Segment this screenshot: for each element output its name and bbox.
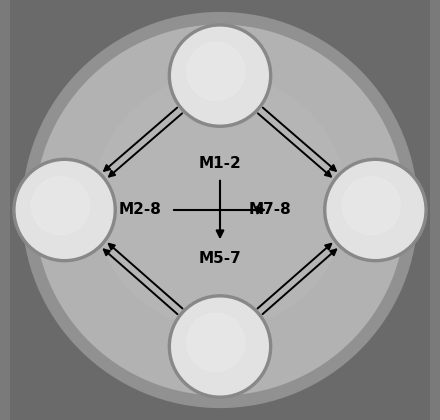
Circle shape <box>187 313 245 371</box>
Circle shape <box>22 13 418 407</box>
Text: M2-8: M2-8 <box>119 202 161 218</box>
Circle shape <box>13 158 116 262</box>
Circle shape <box>324 158 427 262</box>
Circle shape <box>35 25 405 395</box>
Circle shape <box>172 298 268 395</box>
Circle shape <box>31 177 89 235</box>
Circle shape <box>187 42 245 100</box>
Circle shape <box>94 76 346 328</box>
Circle shape <box>169 295 271 398</box>
Circle shape <box>327 162 424 258</box>
Text: M5-7: M5-7 <box>198 251 242 266</box>
Circle shape <box>16 162 113 258</box>
Text: M7-8: M7-8 <box>249 202 292 218</box>
Circle shape <box>172 27 268 124</box>
Circle shape <box>169 24 271 127</box>
Text: M1-2: M1-2 <box>198 156 242 171</box>
Circle shape <box>342 177 400 235</box>
